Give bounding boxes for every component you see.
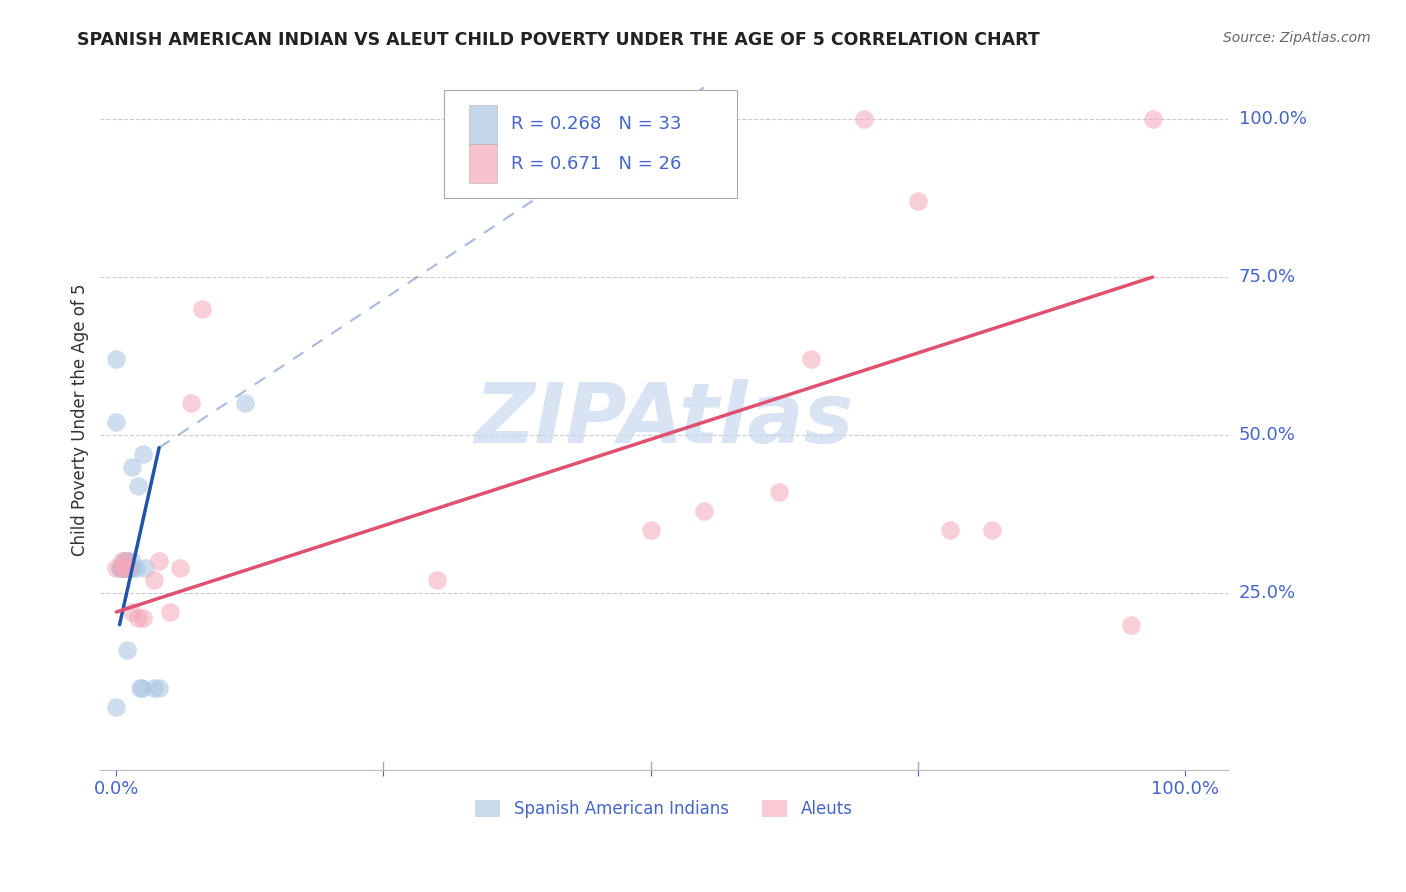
- Point: [108, 561, 131, 575]
- FancyBboxPatch shape: [470, 145, 498, 183]
- Point: [105, 352, 128, 367]
- Y-axis label: Child Poverty Under the Age of 5: Child Poverty Under the Age of 5: [72, 283, 89, 556]
- Point: [115, 643, 138, 657]
- Point: [938, 523, 960, 537]
- Point: [111, 561, 134, 575]
- Point: [693, 504, 716, 518]
- Point: [118, 561, 141, 575]
- Text: 25.0%: 25.0%: [1239, 584, 1296, 602]
- Point: [131, 681, 153, 695]
- Point: [132, 611, 155, 625]
- FancyBboxPatch shape: [444, 89, 737, 198]
- Point: [768, 484, 790, 499]
- Point: [159, 605, 181, 619]
- Point: [115, 561, 138, 575]
- Point: [169, 561, 191, 575]
- Point: [800, 352, 823, 367]
- Point: [981, 523, 1004, 537]
- Point: [132, 447, 155, 461]
- Legend: Spanish American Indians, Aleuts: Spanish American Indians, Aleuts: [468, 793, 859, 825]
- Point: [105, 699, 128, 714]
- Point: [115, 554, 138, 568]
- Text: 50.0%: 50.0%: [1239, 426, 1295, 444]
- Point: [112, 554, 135, 568]
- Point: [853, 112, 876, 126]
- Text: R = 0.671   N = 26: R = 0.671 N = 26: [510, 154, 681, 172]
- Point: [233, 396, 256, 410]
- Point: [112, 561, 135, 575]
- Point: [115, 554, 138, 568]
- Point: [180, 396, 202, 410]
- Text: R = 0.268   N = 33: R = 0.268 N = 33: [510, 115, 681, 133]
- Point: [118, 561, 141, 575]
- Text: SPANISH AMERICAN INDIAN VS ALEUT CHILD POVERTY UNDER THE AGE OF 5 CORRELATION CH: SPANISH AMERICAN INDIAN VS ALEUT CHILD P…: [77, 31, 1040, 49]
- Point: [1121, 617, 1143, 632]
- Point: [115, 554, 138, 568]
- Point: [111, 554, 134, 568]
- Point: [142, 681, 165, 695]
- Text: 100.0%: 100.0%: [1239, 110, 1306, 128]
- Point: [127, 478, 149, 492]
- Point: [105, 416, 128, 430]
- Point: [121, 605, 143, 619]
- Point: [120, 561, 142, 575]
- Point: [124, 561, 146, 575]
- Point: [115, 561, 138, 575]
- Point: [110, 561, 132, 575]
- Point: [1142, 112, 1164, 126]
- Point: [111, 561, 134, 575]
- Point: [907, 194, 929, 209]
- FancyBboxPatch shape: [470, 105, 498, 144]
- Point: [191, 301, 214, 316]
- Text: 75.0%: 75.0%: [1239, 268, 1296, 286]
- Point: [127, 611, 149, 625]
- Point: [128, 681, 150, 695]
- Point: [114, 561, 136, 575]
- Point: [111, 561, 134, 575]
- Point: [142, 574, 165, 588]
- Point: [640, 523, 662, 537]
- Point: [134, 561, 156, 575]
- Point: [108, 561, 131, 575]
- Point: [148, 681, 170, 695]
- Point: [121, 561, 143, 575]
- Point: [114, 554, 136, 568]
- Point: [121, 554, 143, 568]
- Point: [148, 554, 170, 568]
- Text: ZIPAtlas: ZIPAtlas: [474, 379, 853, 459]
- Point: [114, 561, 136, 575]
- Point: [111, 561, 134, 575]
- Point: [121, 459, 143, 474]
- Point: [426, 574, 449, 588]
- Point: [111, 561, 134, 575]
- Text: Source: ZipAtlas.com: Source: ZipAtlas.com: [1223, 31, 1371, 45]
- Point: [105, 561, 128, 575]
